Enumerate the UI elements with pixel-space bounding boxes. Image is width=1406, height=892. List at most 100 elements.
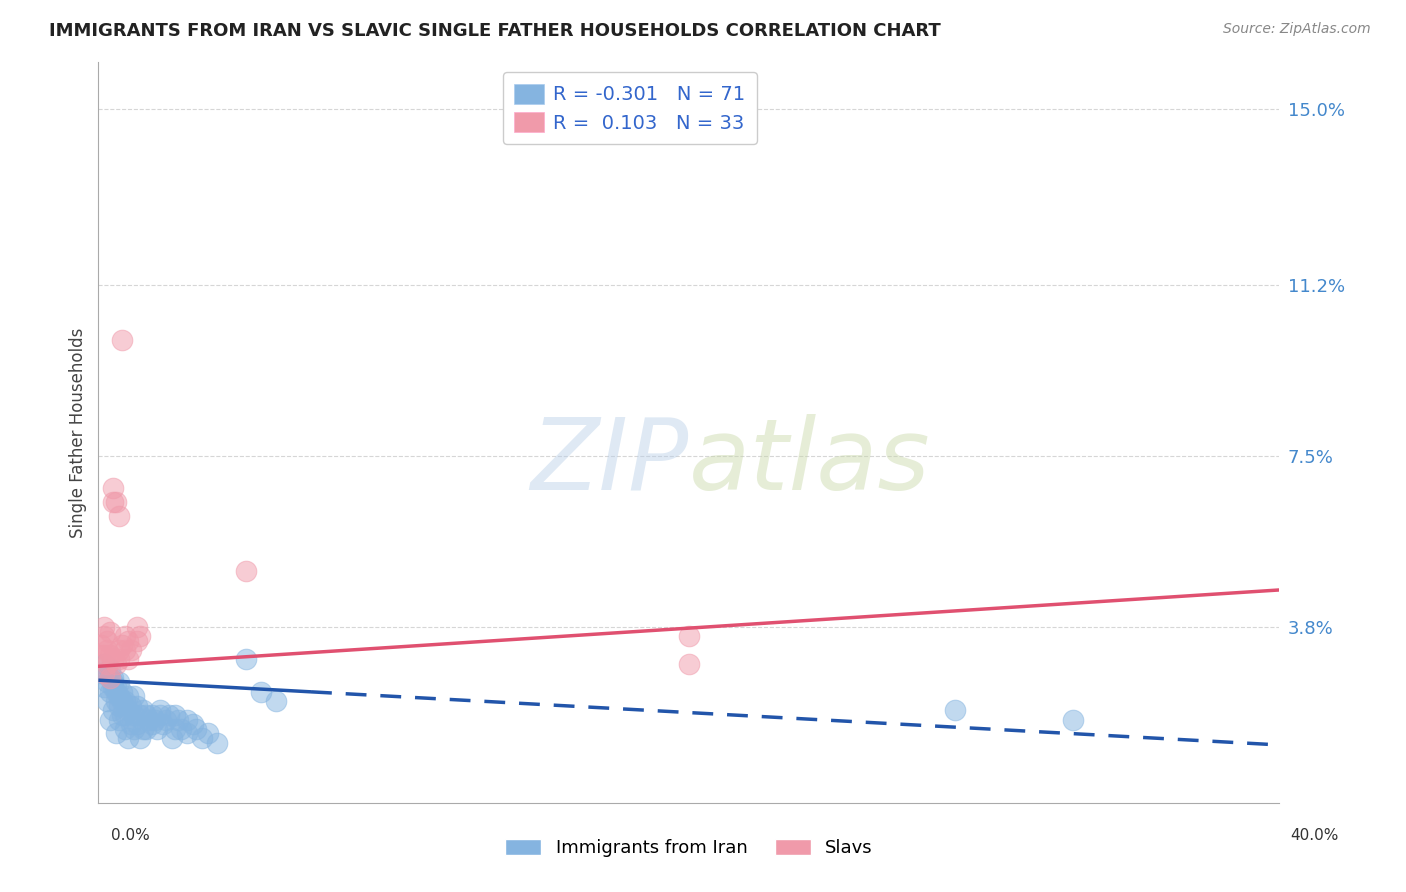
Point (117, 633, 139, 648)
Point (98, 671, 121, 685)
Point (98, 648, 121, 662)
Point (122, 707, 145, 722)
Point (111, 333, 134, 347)
Y-axis label: Single Father Households: Single Father Households (69, 327, 87, 538)
Point (943, 703, 966, 717)
Point (135, 722, 157, 736)
Point (93, 657, 115, 671)
Point (90, 648, 112, 662)
Text: ZIP: ZIP (530, 414, 689, 511)
Point (111, 639, 134, 653)
Point (93, 620, 115, 634)
Point (98, 713, 121, 727)
Point (96, 657, 118, 671)
Point (103, 652, 125, 666)
Point (176, 726, 198, 740)
Point (191, 731, 214, 745)
Text: IMMIGRANTS FROM IRAN VS SLAVIC SINGLE FATHER HOUSEHOLDS CORRELATION CHART: IMMIGRANTS FROM IRAN VS SLAVIC SINGLE FA… (49, 22, 941, 40)
Point (125, 633, 148, 648)
Point (96, 675, 118, 690)
Text: atlas: atlas (689, 414, 931, 511)
Point (98, 671, 121, 685)
Point (114, 722, 136, 736)
Point (105, 694, 128, 708)
Point (108, 713, 131, 727)
Point (108, 652, 131, 666)
Point (167, 713, 190, 727)
Point (105, 680, 128, 694)
Point (141, 707, 163, 722)
Point (678, 657, 700, 671)
Point (103, 671, 125, 685)
Point (90, 639, 112, 653)
Point (117, 731, 139, 745)
Point (93, 680, 115, 694)
Point (146, 722, 169, 736)
Point (128, 629, 150, 643)
Point (103, 675, 125, 690)
Point (125, 620, 148, 634)
Point (117, 652, 139, 666)
Point (111, 685, 134, 699)
Point (108, 643, 131, 657)
Point (184, 722, 207, 736)
Point (162, 731, 183, 745)
Point (250, 685, 273, 699)
Point (114, 629, 136, 643)
Point (93, 648, 115, 662)
Point (103, 680, 125, 694)
Point (111, 694, 134, 708)
Point (117, 703, 139, 717)
Point (125, 698, 148, 713)
Point (170, 722, 193, 736)
Point (135, 707, 157, 722)
Point (103, 703, 125, 717)
Point (108, 508, 131, 523)
Point (165, 722, 187, 736)
Point (114, 694, 136, 708)
Point (176, 713, 198, 727)
Point (105, 685, 128, 699)
Point (181, 717, 204, 731)
Point (138, 713, 160, 727)
Point (96, 666, 118, 681)
Point (93, 629, 115, 643)
Point (114, 643, 136, 657)
Point (157, 707, 180, 722)
Point (141, 717, 163, 731)
Point (205, 736, 228, 750)
Point (120, 717, 142, 731)
Point (114, 707, 136, 722)
Point (108, 675, 131, 690)
Point (122, 722, 145, 736)
Point (165, 707, 187, 722)
Point (149, 707, 172, 722)
Point (96, 633, 118, 648)
Text: 40.0%: 40.0% (1291, 829, 1339, 843)
Point (120, 698, 142, 713)
Point (122, 690, 145, 704)
Point (128, 731, 150, 745)
Point (117, 690, 139, 704)
Point (132, 703, 155, 717)
Point (103, 481, 125, 495)
Point (98, 685, 121, 699)
Point (678, 629, 700, 643)
Point (125, 717, 148, 731)
Point (105, 726, 128, 740)
Point (108, 698, 131, 713)
Point (264, 694, 287, 708)
Text: Source: ZipAtlas.com: Source: ZipAtlas.com (1223, 22, 1371, 37)
Point (108, 690, 131, 704)
Point (98, 624, 121, 639)
Legend: Immigrants from Iran, Slavs: Immigrants from Iran, Slavs (498, 831, 880, 864)
Point (197, 726, 219, 740)
Point (149, 703, 172, 717)
Point (120, 643, 142, 657)
Point (1062, 713, 1084, 727)
Point (235, 652, 257, 666)
Point (128, 707, 150, 722)
Point (155, 713, 177, 727)
Point (152, 717, 174, 731)
Point (105, 657, 128, 671)
